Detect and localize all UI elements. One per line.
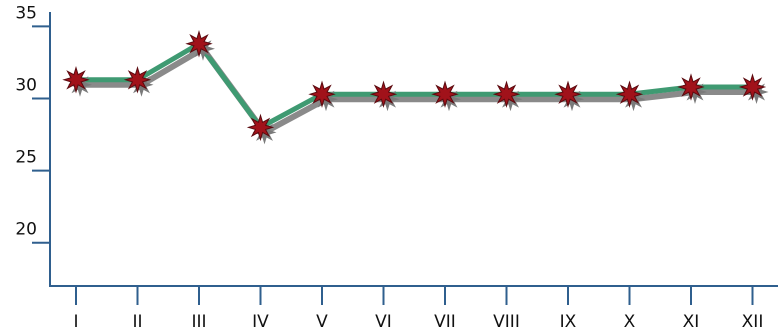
data-point-II xyxy=(123,66,152,94)
data-point-III xyxy=(185,30,213,58)
data-point-XII xyxy=(738,73,767,101)
data-point-IV xyxy=(246,113,275,142)
y-axis-ticks: 20 25 30 35 xyxy=(15,3,50,244)
x-tick-label-III: III xyxy=(191,312,206,332)
data-point-VII xyxy=(431,80,459,108)
x-axis-ticks: I II III IV V VI VII VIII IX X XI XII xyxy=(73,286,763,332)
y-tick-label-35: 35 xyxy=(15,3,37,23)
x-tick-label-VI: VI xyxy=(375,312,392,332)
x-tick-label-VIII: VIII xyxy=(493,312,520,332)
data-point-I xyxy=(62,66,90,94)
x-tick-label-XII: XII xyxy=(742,312,764,332)
data-point-IX xyxy=(554,80,582,108)
y-tick-label-20: 20 xyxy=(15,220,37,240)
y-tick-label-30: 30 xyxy=(15,76,37,96)
data-point-VIII xyxy=(492,80,521,108)
x-tick-label-XI: XI xyxy=(683,312,700,332)
series-line xyxy=(73,41,755,130)
x-tick-label-IX: IX xyxy=(560,312,577,332)
data-point-XI xyxy=(677,73,705,101)
series-layer xyxy=(73,41,760,136)
x-tick-label-I: I xyxy=(73,312,78,332)
x-tick-label-IV: IV xyxy=(252,312,269,332)
marker-layer xyxy=(62,30,769,145)
x-tick-label-V: V xyxy=(316,312,328,332)
y-tick-label-25: 25 xyxy=(15,148,37,168)
x-tick-label-II: II xyxy=(132,312,142,332)
x-tick-label-X: X xyxy=(624,312,636,332)
data-point-V xyxy=(308,80,336,108)
data-point-X xyxy=(615,80,644,108)
series-shadow-line xyxy=(77,45,760,136)
x-tick-label-VII: VII xyxy=(434,312,456,332)
data-point-VI xyxy=(369,80,398,108)
